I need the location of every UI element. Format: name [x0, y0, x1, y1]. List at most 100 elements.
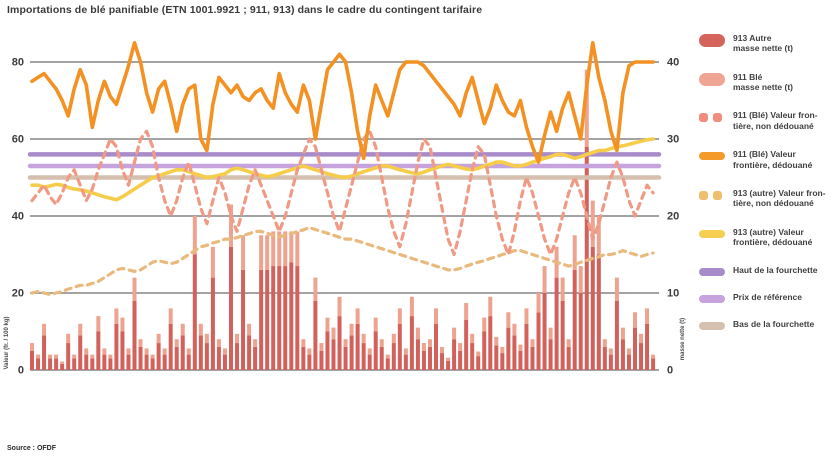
bar-911-ble — [512, 323, 517, 336]
bar-913-autre — [548, 339, 553, 370]
right-axis-tick-label: 30 — [667, 134, 679, 146]
bar-911-ble — [36, 354, 41, 359]
bar-911-ble — [96, 316, 101, 332]
bar-911-ble — [536, 293, 541, 313]
bar-913-autre — [90, 358, 95, 370]
bar-911-ble — [452, 327, 457, 340]
legend-swatch-line-icon — [699, 319, 726, 331]
legend-item-label: 913 (autre) Valeur fron-tière, non dédou… — [733, 187, 826, 209]
bar-913-autre — [500, 353, 505, 370]
legend-item: Haut de la fourchette — [699, 265, 835, 277]
bar-911-ble — [391, 333, 396, 344]
bar-913-autre — [367, 354, 372, 370]
bar-911-ble — [204, 333, 209, 344]
bar-913-autre — [301, 346, 306, 370]
bar-913-autre — [590, 246, 595, 370]
legend-color-swatch — [699, 113, 708, 123]
legend-item-label: 911 (Blé) Valeur frontière, dédouané — [733, 149, 813, 170]
bar-913-autre — [66, 343, 71, 370]
bar-913-autre — [427, 346, 432, 370]
bar-913-autre — [361, 343, 366, 370]
bar-913-autre — [602, 346, 607, 370]
bar-911-ble — [397, 308, 402, 324]
bar-911-ble — [361, 333, 366, 344]
bar-913-autre — [253, 346, 258, 370]
bar-911-ble — [524, 308, 529, 324]
bar-913-autre — [132, 300, 137, 370]
bar-911-ble — [409, 296, 414, 317]
bar-911-ble — [434, 308, 439, 324]
bar-911-ble — [548, 327, 553, 340]
bar-913-autre — [295, 266, 300, 370]
bar-911-ble — [578, 266, 583, 293]
bar-911-ble — [144, 348, 149, 355]
bar-913-autre — [96, 331, 101, 370]
bar-913-autre — [30, 350, 34, 370]
legend-swatch-line-icon — [699, 265, 726, 277]
bar-911-ble — [84, 348, 89, 355]
bar-911-ble — [379, 339, 384, 347]
bar-913-autre — [325, 331, 330, 370]
bar-913-autre — [409, 316, 414, 370]
bar-913-autre — [446, 360, 451, 370]
bar-911-ble — [132, 277, 137, 301]
legend-swatch-bar-icon — [699, 72, 726, 86]
bar-913-autre — [204, 343, 209, 370]
bar-913-autre — [48, 358, 53, 370]
bar-913-autre — [174, 346, 179, 370]
bar-911-ble — [222, 348, 227, 355]
left-axis-tick-label: 20 — [12, 288, 24, 300]
bar-913-autre — [78, 335, 83, 370]
bar-911-ble — [150, 354, 155, 359]
bar-913-autre — [620, 339, 625, 370]
bar-911-ble — [48, 354, 53, 359]
bar-913-autre — [645, 323, 650, 370]
bar-913-autre — [84, 354, 89, 370]
bar-911-ble — [626, 348, 631, 355]
bar-911-ble — [651, 354, 656, 359]
bar-911-ble — [620, 327, 625, 340]
bar-911-ble — [343, 339, 348, 347]
legend-swatch-dash-icon — [699, 110, 726, 123]
legend-color-swatch — [699, 34, 725, 47]
bar-913-autre — [247, 335, 252, 370]
bar-913-autre — [440, 353, 445, 370]
bar-913-autre — [102, 354, 107, 370]
bar-913-autre — [186, 354, 191, 370]
bar-913-autre — [421, 350, 426, 370]
bar-911-ble — [120, 317, 125, 332]
bar-911-ble — [470, 333, 475, 344]
bar-913-autre — [464, 319, 469, 370]
legend-item: 911 (Blé) Valeur fron-tière, non dédouan… — [699, 110, 835, 131]
bar-911-ble — [494, 336, 499, 346]
bar-913-autre — [596, 254, 601, 370]
bar-911-ble — [265, 235, 270, 270]
legend-color-swatch — [699, 322, 725, 331]
bar-911-ble — [247, 323, 252, 336]
legend-swatch-bar-icon — [699, 33, 726, 47]
bar-913-autre — [458, 350, 463, 370]
bar-911-ble — [126, 348, 131, 355]
bar-913-autre — [168, 323, 173, 370]
bars-group — [30, 69, 656, 370]
bar-913-autre — [482, 331, 487, 370]
bar-913-autre — [108, 358, 113, 370]
legend-swatch-dash-icon — [699, 188, 726, 200]
bar-911-ble — [114, 308, 119, 324]
right-axis-label: masse nette (t) — [680, 317, 686, 361]
bar-913-autre — [488, 316, 493, 370]
bar-913-autre — [530, 346, 535, 370]
bar-911-ble — [373, 317, 378, 332]
bar-911-ble — [608, 348, 613, 355]
bar-911-ble — [138, 339, 143, 347]
bar-911-ble — [277, 231, 282, 267]
bar-913-autre — [639, 343, 644, 370]
bar-911-ble — [66, 333, 71, 344]
bar-913-autre — [60, 363, 65, 370]
left-axis-tick-label: 80 — [12, 57, 24, 69]
bar-911-ble — [271, 231, 276, 267]
legend-item-label: 913 Autre masse nette (t) — [733, 33, 793, 54]
legend-color-swatch — [713, 190, 722, 200]
